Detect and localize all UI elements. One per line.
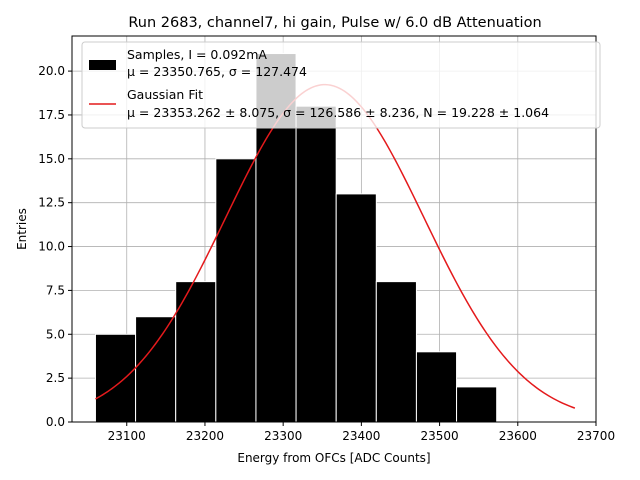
y-axis: 0.0 2.5 5.0 7.5 10.0 12.5 15.0 17.5 20.0 <box>38 64 72 429</box>
histogram-bar <box>215 158 257 423</box>
legend-label-samples-line2: μ = 23350.765, σ = 127.474 <box>127 64 307 79</box>
y-tick-label: 12.5 <box>38 196 65 210</box>
chart-title: Run 2683, channel7, hi gain, Pulse w/ 6.… <box>128 15 541 31</box>
x-tick-label: 23500 <box>420 429 458 443</box>
histogram-bar <box>135 316 177 423</box>
histogram-bar <box>295 105 337 423</box>
y-tick-label: 0.0 <box>46 415 65 429</box>
x-tick-label: 23400 <box>342 429 380 443</box>
x-tick-label: 23300 <box>264 429 302 443</box>
histogram-bar <box>94 333 137 423</box>
y-tick-label: 2.5 <box>46 371 65 385</box>
x-axis-label: Energy from OFCs [ADC Counts] <box>237 451 430 465</box>
histogram-bar <box>375 281 417 423</box>
y-tick-label: 7.5 <box>46 283 65 297</box>
x-tick-label: 23200 <box>186 429 224 443</box>
y-tick-label: 5.0 <box>46 327 65 341</box>
y-tick-label: 15.0 <box>38 152 65 166</box>
x-tick-label: 23600 <box>499 429 537 443</box>
legend-label-fit-line2: μ = 23353.262 ± 8.075, σ = 126.586 ± 8.2… <box>127 105 549 120</box>
legend-box <box>81 41 601 129</box>
legend-swatch-samples <box>89 60 116 70</box>
plot-frame <box>71 35 597 423</box>
legend-label-fit-line1: Gaussian Fit <box>127 87 203 102</box>
y-tick-label: 20.0 <box>38 64 65 78</box>
x-axis: 23100 23200 23300 23400 23500 23600 23700 <box>108 422 615 443</box>
x-tick-label: 23100 <box>108 429 146 443</box>
y-tick-label: 10.0 <box>38 240 65 254</box>
histogram-bar <box>456 386 498 423</box>
x-tick-label: 23700 <box>577 429 615 443</box>
y-tick-label: 17.5 <box>38 108 65 122</box>
histogram-bar <box>415 351 458 423</box>
legend: Samples, I = 0.092mA μ = 23350.765, σ = … <box>81 41 601 129</box>
histogram-bar <box>335 193 377 423</box>
y-axis-label: Entries <box>15 208 29 250</box>
legend-label-samples-line1: Samples, I = 0.092mA <box>127 47 267 62</box>
